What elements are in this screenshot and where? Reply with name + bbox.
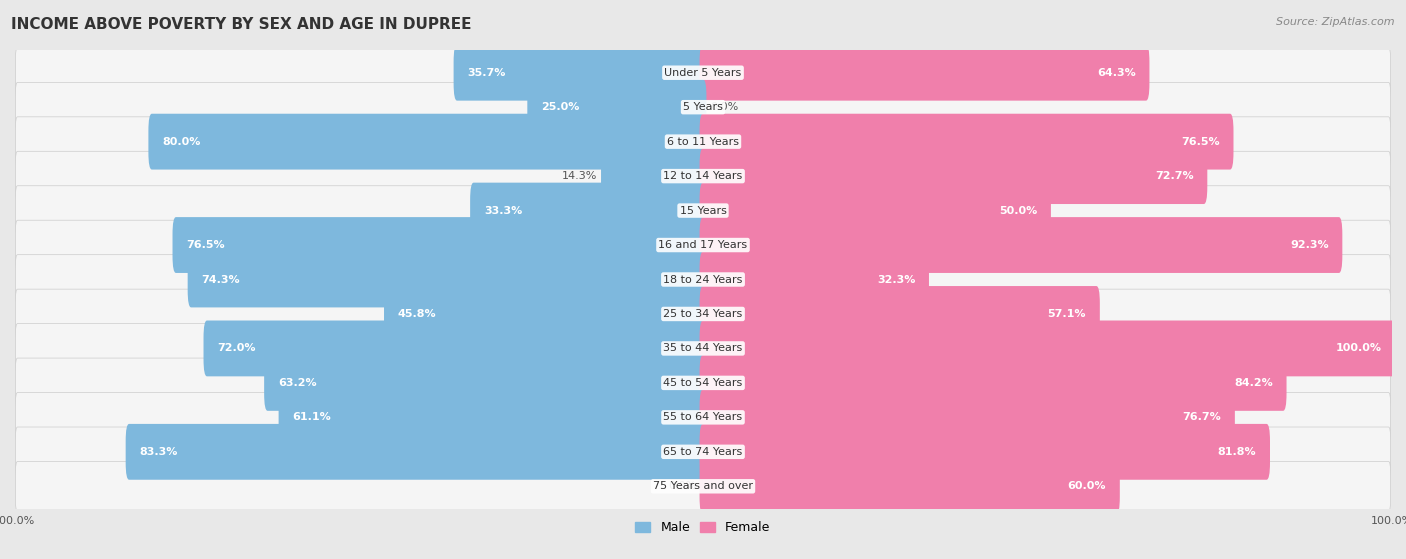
FancyBboxPatch shape [204,320,706,376]
FancyBboxPatch shape [384,286,706,342]
FancyBboxPatch shape [600,148,706,204]
FancyBboxPatch shape [278,390,706,446]
Text: 72.7%: 72.7% [1154,171,1194,181]
FancyBboxPatch shape [700,320,1395,376]
FancyBboxPatch shape [527,79,706,135]
FancyBboxPatch shape [700,45,1150,101]
Text: 80.0%: 80.0% [162,136,201,146]
Text: 72.0%: 72.0% [218,343,256,353]
Text: 35 to 44 Years: 35 to 44 Years [664,343,742,353]
Text: 32.3%: 32.3% [877,274,915,285]
FancyBboxPatch shape [15,462,1391,511]
Text: 45.8%: 45.8% [398,309,436,319]
Text: 5 Years: 5 Years [683,102,723,112]
Text: 92.3%: 92.3% [1289,240,1329,250]
Text: 61.1%: 61.1% [292,413,332,423]
Text: 74.3%: 74.3% [201,274,240,285]
Text: 15 Years: 15 Years [679,206,727,216]
Text: 57.1%: 57.1% [1047,309,1085,319]
Text: 25.0%: 25.0% [541,102,579,112]
FancyBboxPatch shape [470,183,706,239]
Text: 76.5%: 76.5% [1181,136,1219,146]
FancyBboxPatch shape [700,390,1234,446]
Text: 65 to 74 Years: 65 to 74 Years [664,447,742,457]
FancyBboxPatch shape [15,324,1391,373]
FancyBboxPatch shape [15,151,1391,201]
Text: 12 to 14 Years: 12 to 14 Years [664,171,742,181]
Text: 0.0%: 0.0% [668,481,696,491]
FancyBboxPatch shape [15,48,1391,97]
Text: 35.7%: 35.7% [467,68,506,78]
FancyBboxPatch shape [125,424,706,480]
FancyBboxPatch shape [173,217,706,273]
FancyBboxPatch shape [700,355,1286,411]
Text: INCOME ABOVE POVERTY BY SEX AND AGE IN DUPREE: INCOME ABOVE POVERTY BY SEX AND AGE IN D… [11,17,472,32]
FancyBboxPatch shape [454,45,706,101]
Text: 55 to 64 Years: 55 to 64 Years [664,413,742,423]
Text: 16 and 17 Years: 16 and 17 Years [658,240,748,250]
Text: Under 5 Years: Under 5 Years [665,68,741,78]
FancyBboxPatch shape [15,255,1391,304]
Text: 45 to 54 Years: 45 to 54 Years [664,378,742,388]
Text: 60.0%: 60.0% [1067,481,1107,491]
FancyBboxPatch shape [264,355,706,411]
FancyBboxPatch shape [700,252,929,307]
Text: 64.3%: 64.3% [1097,68,1136,78]
Text: 50.0%: 50.0% [998,206,1038,216]
Text: 63.2%: 63.2% [278,378,316,388]
FancyBboxPatch shape [700,286,1099,342]
Legend: Male, Female: Male, Female [630,516,776,539]
Text: 18 to 24 Years: 18 to 24 Years [664,274,742,285]
Text: 0.0%: 0.0% [710,102,738,112]
FancyBboxPatch shape [700,424,1270,480]
FancyBboxPatch shape [15,220,1391,270]
Text: 83.3%: 83.3% [139,447,177,457]
Text: 14.3%: 14.3% [562,171,598,181]
Text: 81.8%: 81.8% [1218,447,1256,457]
Text: 100.0%: 100.0% [1336,343,1382,353]
FancyBboxPatch shape [15,82,1391,132]
Text: 25 to 34 Years: 25 to 34 Years [664,309,742,319]
Text: 33.3%: 33.3% [484,206,522,216]
Text: Source: ZipAtlas.com: Source: ZipAtlas.com [1277,17,1395,27]
FancyBboxPatch shape [15,427,1391,477]
FancyBboxPatch shape [700,217,1343,273]
Text: 76.7%: 76.7% [1182,413,1220,423]
FancyBboxPatch shape [700,458,1119,514]
FancyBboxPatch shape [15,392,1391,442]
Text: 76.5%: 76.5% [186,240,225,250]
Text: 6 to 11 Years: 6 to 11 Years [666,136,740,146]
FancyBboxPatch shape [15,117,1391,167]
Text: 84.2%: 84.2% [1234,378,1272,388]
FancyBboxPatch shape [700,183,1050,239]
FancyBboxPatch shape [187,252,706,307]
FancyBboxPatch shape [700,113,1233,169]
FancyBboxPatch shape [700,148,1208,204]
FancyBboxPatch shape [149,113,706,169]
FancyBboxPatch shape [15,186,1391,235]
FancyBboxPatch shape [15,358,1391,408]
FancyBboxPatch shape [15,289,1391,339]
Text: 75 Years and over: 75 Years and over [652,481,754,491]
